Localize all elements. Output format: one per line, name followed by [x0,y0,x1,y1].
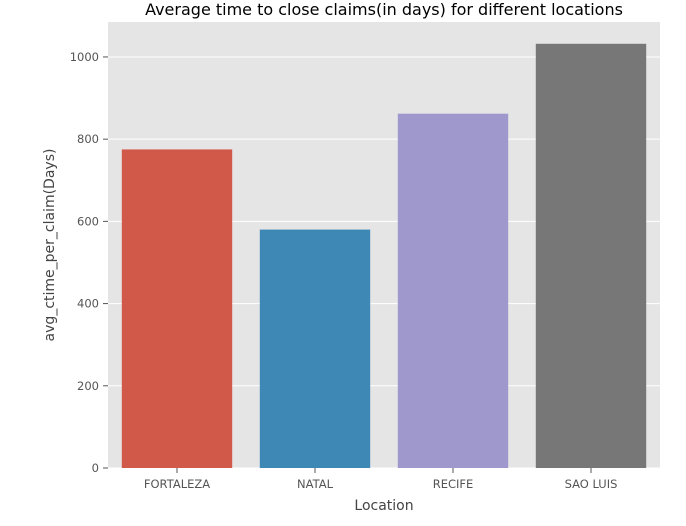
x-tick-label: SAO LUIS [565,477,618,491]
x-axis-label: Location [354,498,413,514]
y-axis-ticks: 0 200 400 600 800 1000 [70,50,108,475]
x-tick-label: FORTALEZA [144,477,210,491]
bars [121,43,647,469]
x-axis-ticks: FORTALEZA NATAL RECIFE SAO LUIS [144,468,618,491]
y-tick-label: 0 [92,461,99,475]
bar-sao-luis [535,43,647,469]
chart-title: Average time to close claims(in days) fo… [145,0,623,19]
bar-recife [397,113,509,469]
x-tick-label: RECIFE [433,477,474,491]
bar-natal [259,229,371,468]
x-tick-label: NATAL [297,477,334,491]
y-tick-label: 1000 [70,50,99,64]
y-tick-label: 200 [77,379,99,393]
y-tick-label: 400 [77,297,99,311]
bar-fortaleza [121,149,233,468]
y-tick-label: 600 [77,214,99,228]
y-axis-label: avg_ctime_per_claim(Days) [42,149,58,342]
y-tick-label: 800 [77,132,99,146]
